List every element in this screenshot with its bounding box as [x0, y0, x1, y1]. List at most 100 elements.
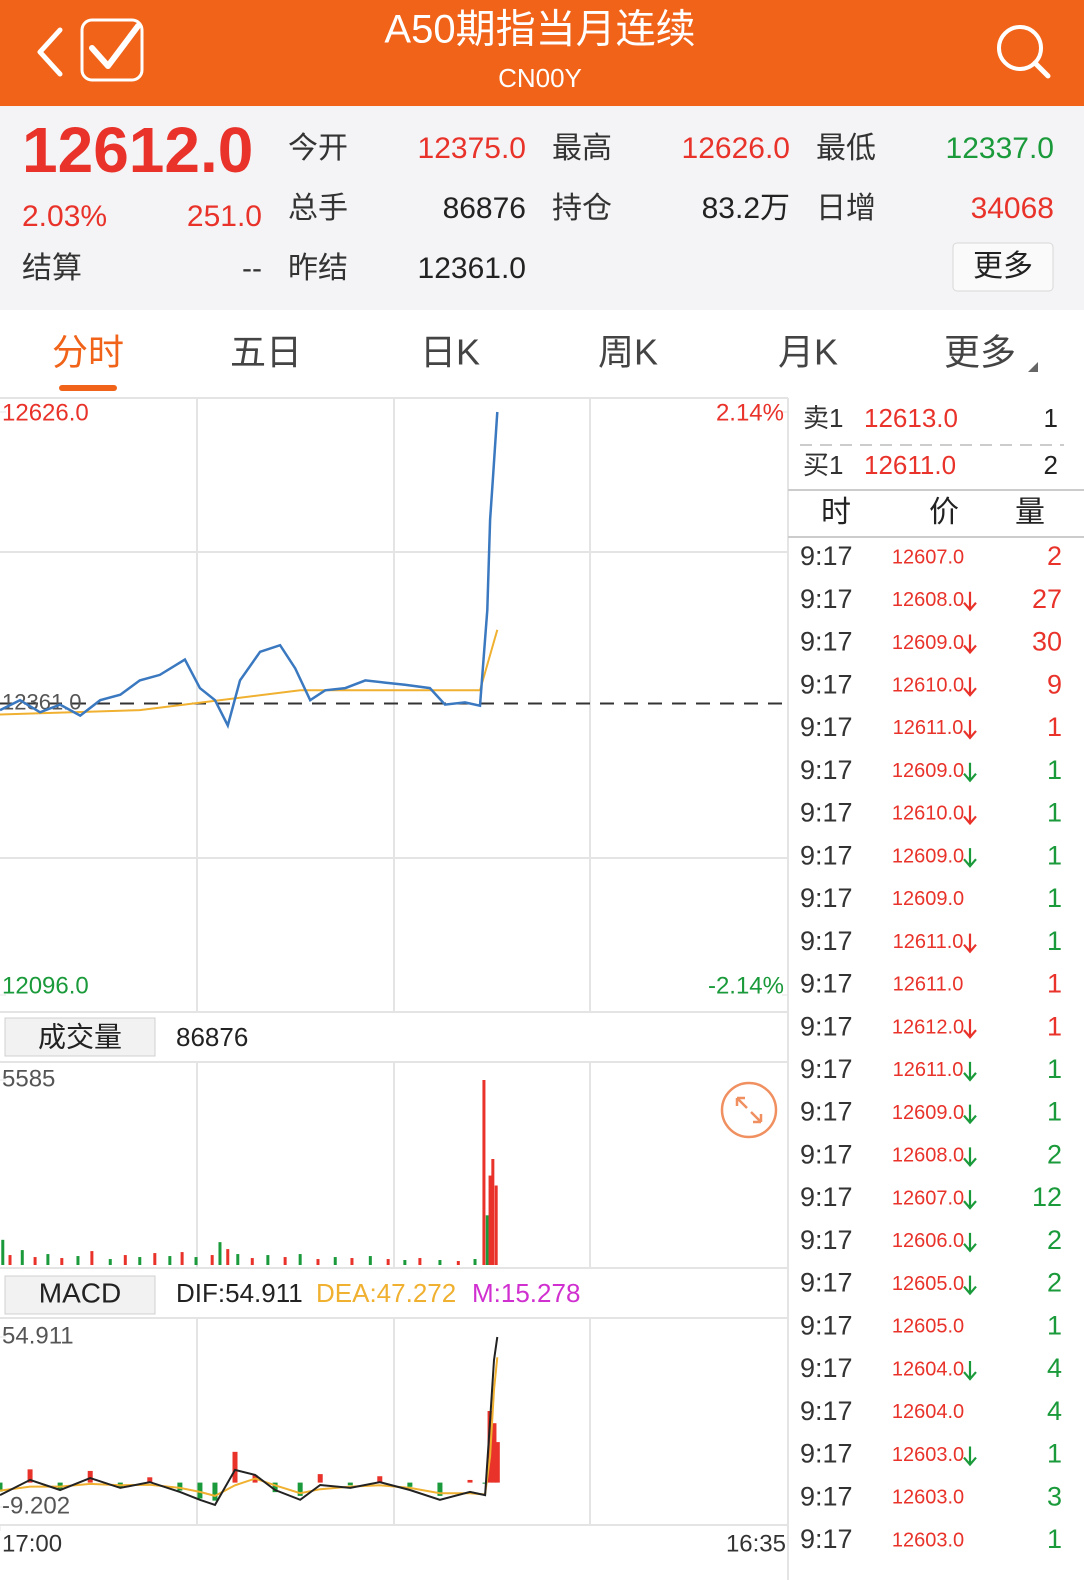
expand-button[interactable]: [720, 1081, 778, 1139]
trade-price: 12610.0: [892, 803, 964, 825]
trade-price: 12604.0: [892, 1401, 964, 1423]
trade-price: 12607.0: [892, 1187, 964, 1209]
trade-direction-arrow: [963, 805, 977, 826]
trade-price: 12603.0: [892, 1444, 964, 1466]
trade-time: 9:17: [800, 1310, 853, 1340]
macd-bar: [437, 1482, 443, 1496]
trade-volume: 1: [1047, 712, 1062, 742]
tab[interactable]: 五日: [230, 332, 302, 373]
trade-direction-arrow: [963, 591, 977, 612]
trade-direction-arrow: [963, 1190, 977, 1210]
last-price: 12612.0: [22, 114, 253, 186]
tab-indicator: [59, 385, 117, 391]
field-value: 34068: [971, 192, 1054, 225]
volume-bar: [485, 1215, 489, 1265]
volume-bar: [108, 1259, 112, 1265]
y-tick-label: 5585: [2, 1065, 55, 1092]
macd-legend: M:15.278: [472, 1278, 580, 1308]
trade-volume: 1: [1047, 1439, 1062, 1469]
trade-time: 9:17: [800, 541, 853, 571]
volume-label-box[interactable]: [4, 1017, 156, 1057]
trade-direction-arrow: [963, 1019, 977, 1039]
trade-volume: 2: [1047, 541, 1062, 571]
x-tick-label: 16:35: [726, 1530, 786, 1557]
trade-direction-arrow: [963, 677, 977, 697]
volume-bar: [8, 1255, 12, 1265]
trade-volume: 1: [1047, 1524, 1062, 1554]
trade-direction-arrow: [963, 1275, 977, 1296]
trade-price: 12612.0: [892, 1016, 964, 1038]
subtitle: CN00Y: [498, 63, 582, 93]
volume-bar: [20, 1250, 24, 1265]
trade-volume: 2: [1047, 1268, 1062, 1298]
tab[interactable]: 更多: [944, 332, 1016, 373]
volume-bar: [236, 1254, 240, 1265]
macd-label-box[interactable]: [4, 1275, 156, 1315]
volume-bar: [1, 1239, 5, 1265]
quote-panel: [0, 106, 1084, 310]
trade-price: 12609.0: [892, 888, 964, 910]
settle-value: --: [242, 252, 262, 285]
field-value: 12375.0: [418, 132, 526, 165]
x-tick-label: 17:00: [2, 1530, 62, 1557]
field-value: 12626.0: [682, 132, 790, 165]
field-value: 12361.0: [418, 252, 526, 285]
trade-time: 9:17: [800, 969, 853, 999]
trade-price: 12610.0: [892, 675, 964, 697]
volume-bar: [46, 1254, 50, 1265]
trade-direction-arrow: [963, 762, 977, 783]
trade-direction-arrow: [963, 1361, 977, 1381]
volume-total: 86876: [176, 1022, 248, 1052]
trade-volume: 4: [1047, 1396, 1062, 1426]
trade-price: 12609.0: [892, 632, 964, 654]
trade-time: 9:17: [800, 627, 853, 657]
macd-bar: [177, 1482, 183, 1491]
tab[interactable]: 周K: [598, 332, 658, 373]
back-button[interactable]: [37, 27, 63, 77]
volume-bar: [210, 1255, 214, 1265]
trade-price: 12611.0: [893, 717, 964, 739]
volume-label: 成交量: [38, 1021, 122, 1052]
volume-bar: [138, 1257, 142, 1265]
column-header: 时: [821, 496, 851, 529]
search-lens: [997, 25, 1043, 71]
macd-bar: [377, 1476, 383, 1483]
trade-price: 12605.0: [892, 1273, 964, 1295]
dif-line: [0, 1336, 499, 1507]
trade-direction-arrow: [963, 933, 977, 954]
trade-direction-arrow: [963, 719, 977, 740]
field-label: 昨结: [288, 252, 348, 285]
watch-checkbox[interactable]: [80, 18, 144, 82]
macd-legend: DIF:54.911: [176, 1278, 303, 1308]
pct-tick-label: -2.14%: [708, 972, 784, 999]
trade-volume: 4: [1047, 1353, 1062, 1383]
trade-price: 12609.0: [892, 845, 964, 867]
book-label: 买1: [803, 450, 843, 480]
trade-time: 9:17: [800, 1353, 853, 1383]
more-button[interactable]: 更多: [952, 242, 1054, 292]
trade-volume: 30: [1032, 627, 1062, 657]
volume-bar: [418, 1258, 422, 1265]
search-button[interactable]: [997, 25, 1051, 79]
field-label: 最低: [816, 132, 876, 165]
trade-time: 9:17: [800, 883, 853, 913]
tab[interactable]: 月K: [778, 332, 838, 373]
volume-bar: [350, 1258, 354, 1265]
trade-time: 9:17: [800, 1139, 853, 1169]
volume-bar: [33, 1257, 37, 1265]
trade-price: 12611.0: [893, 931, 964, 953]
volume-bar: [76, 1256, 80, 1265]
checkmark: [89, 23, 141, 69]
trade-price: 12605.0: [892, 1316, 964, 1338]
trade-time: 9:17: [800, 1054, 853, 1084]
macd-bar: [272, 1482, 278, 1493]
tab[interactable]: 日K: [420, 332, 480, 373]
trade-volume: 1: [1047, 883, 1062, 913]
volume-bar: [368, 1256, 372, 1265]
trade-volume: 1: [1047, 1054, 1062, 1084]
trade-direction-arrow: [963, 634, 977, 655]
tab[interactable]: 分时: [52, 332, 124, 373]
trade-volume: 1: [1047, 1097, 1062, 1127]
volume-bar: [266, 1255, 270, 1265]
